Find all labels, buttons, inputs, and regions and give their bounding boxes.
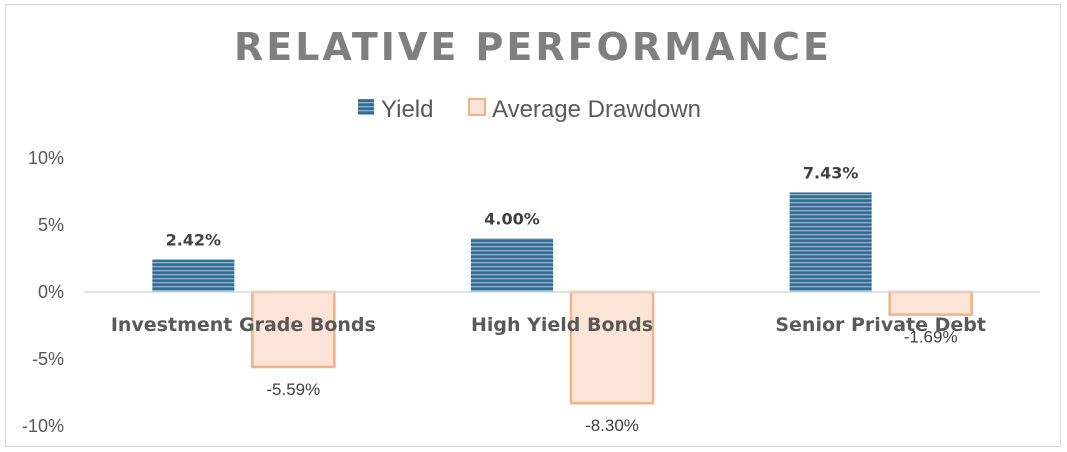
category-labels: Investment Grade Bonds High Yield Bonds Se… bbox=[111, 314, 986, 336]
bar-average-drawdown[interactable] bbox=[569, 290, 655, 405]
bar-yield[interactable] bbox=[471, 238, 553, 292]
category-label: Senior Private Debt bbox=[775, 314, 986, 336]
data-label-yield: 4.00% bbox=[484, 209, 540, 228]
legend-item-average-drawdown[interactable]: Average Drawdown bbox=[468, 96, 701, 123]
chart-title: RELATIVE PERFORMANCE bbox=[234, 25, 832, 69]
data-label-average-drawdown: -5.59% bbox=[266, 380, 320, 399]
y-axis: 10% 5% 0% -5% -10% bbox=[22, 148, 64, 436]
y-tick-label: 0% bbox=[38, 282, 64, 302]
y-tick-label: -10% bbox=[22, 416, 64, 436]
bar-average-drawdown[interactable] bbox=[888, 290, 973, 316]
y-tick-label: 5% bbox=[38, 215, 64, 235]
data-label-yield: 2.42% bbox=[166, 231, 222, 250]
data-labels: 2.42% -5.59% 4.00% -8.30% 7.43% -1.69% bbox=[166, 163, 958, 435]
y-tick-label: 10% bbox=[28, 148, 64, 168]
category-label: High Yield Bonds bbox=[471, 314, 653, 336]
data-label-average-drawdown: -1.69% bbox=[904, 328, 958, 347]
bar-yield[interactable] bbox=[152, 259, 235, 292]
legend-item-yield[interactable]: Yield bbox=[358, 96, 433, 123]
legend-swatch-yield bbox=[358, 99, 374, 115]
legend-swatch-average-drawdown bbox=[468, 98, 486, 116]
y-tick-label: -5% bbox=[32, 349, 64, 369]
bars bbox=[152, 192, 973, 405]
chart-frame bbox=[5, 4, 1061, 447]
category-label: Investment Grade Bonds bbox=[111, 314, 376, 336]
data-label-yield: 7.43% bbox=[803, 163, 859, 182]
legend-label-yield: Yield bbox=[381, 96, 433, 123]
bar-yield[interactable] bbox=[789, 192, 872, 292]
data-label-average-drawdown: -8.30% bbox=[585, 416, 639, 435]
legend-label-average-drawdown: Average Drawdown bbox=[492, 96, 701, 123]
legend: Yield Average Drawdown bbox=[358, 96, 701, 123]
bar-average-drawdown[interactable] bbox=[251, 290, 336, 369]
